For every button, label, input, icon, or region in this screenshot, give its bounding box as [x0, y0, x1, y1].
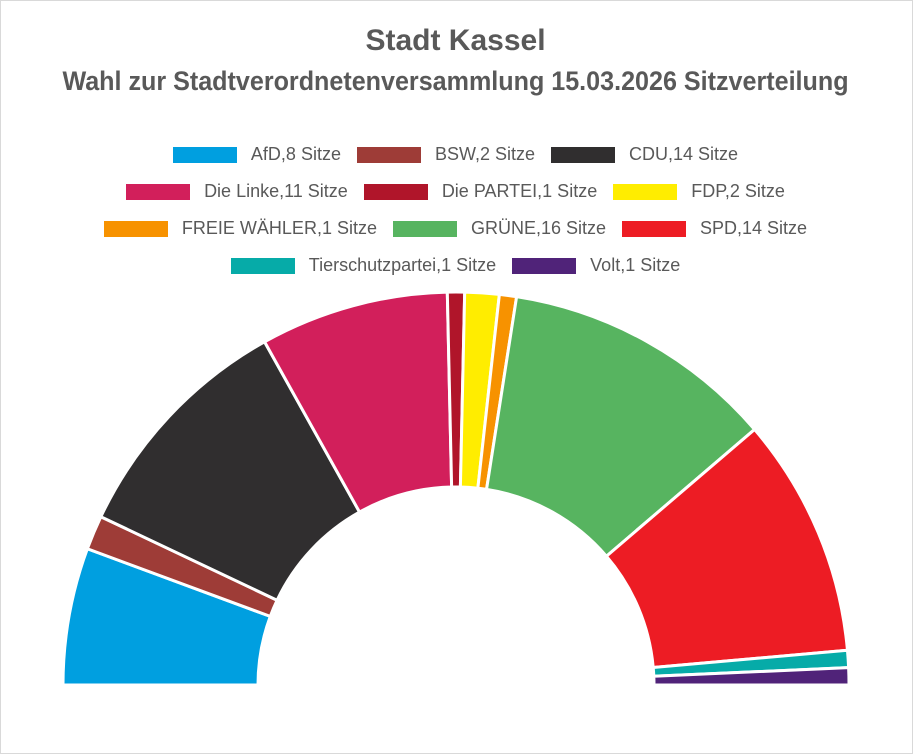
legend-row: Tierschutzpartei,1 Sitze Volt,1 Sitze [0, 247, 911, 284]
legend-item: GRÜNE,16 Sitze [392, 218, 607, 239]
legend-swatch [363, 183, 428, 200]
chart-title: Stadt Kassel [365, 24, 546, 57]
legend-swatch [103, 220, 168, 237]
slice-volt [652, 666, 851, 687]
legend-item: Die PARTEI,1 Sitze [363, 181, 598, 202]
legend-swatch [551, 146, 616, 163]
legend-swatch [512, 257, 577, 274]
legend-row: AfD,8 Sitze BSW,2 Sitze CDU,14 Sitze [0, 136, 911, 173]
legend-label: BSW,2 Sitze [434, 144, 536, 164]
chart-subtitle: Wahl zur Stadtverordnetenversammlung 15.… [62, 66, 849, 96]
legend-label: FREIE WÄHLER,1 Sitze [181, 218, 377, 238]
legend-label: SPD,14 Sitze [700, 218, 808, 238]
legend-item: SPD,14 Sitze [622, 218, 807, 239]
legend-row: Die Linke,11 Sitze Die PARTEI,1 Sitze FDP,… [0, 173, 911, 210]
legend-item: Die Linke,11 Sitze [126, 181, 348, 202]
legend-swatch [356, 146, 421, 163]
legend-swatch [126, 183, 191, 200]
legend-item: CDU,14 Sitze [551, 144, 738, 165]
slice-grüne [484, 294, 757, 559]
legend-item: Tierschutzpartei,1 Sitze [230, 255, 497, 276]
legend-item: BSW,2 Sitze [356, 144, 536, 165]
legend-item: FDP,2 Sitze [613, 181, 785, 202]
legend-label: AfD,8 Sitze [250, 144, 341, 164]
legend-swatch [392, 220, 457, 237]
legend-label: CDU,14 Sitze [629, 144, 739, 164]
legend-label: Volt,1 Sitze [590, 255, 681, 275]
legend-swatch [172, 146, 237, 163]
legend-swatch [230, 257, 295, 274]
legend-label: Die PARTEI,1 Sitze [441, 181, 598, 201]
legend-swatch [622, 220, 687, 237]
legend-row: FREIE WÄHLER,1 Sitze GRÜNE,16 Sitze SPD,14… [0, 210, 911, 247]
legend-item: Volt,1 Sitze [512, 255, 680, 276]
legend-label: Die Linke,11 Sitze [204, 181, 348, 201]
legend-label: FDP,2 Sitze [691, 181, 785, 201]
legend: AfD,8 Sitze BSW,2 Sitze CDU,14 Sitze Die Li… [0, 136, 911, 284]
legend-swatch [613, 183, 678, 200]
legend-item: FREIE WÄHLER,1 Sitze [103, 218, 377, 239]
legend-item: AfD,8 Sitze [172, 144, 341, 165]
legend-label: Tierschutzpartei,1 Sitze [308, 255, 497, 275]
legend-label: GRÜNE,16 Sitze [470, 218, 607, 238]
